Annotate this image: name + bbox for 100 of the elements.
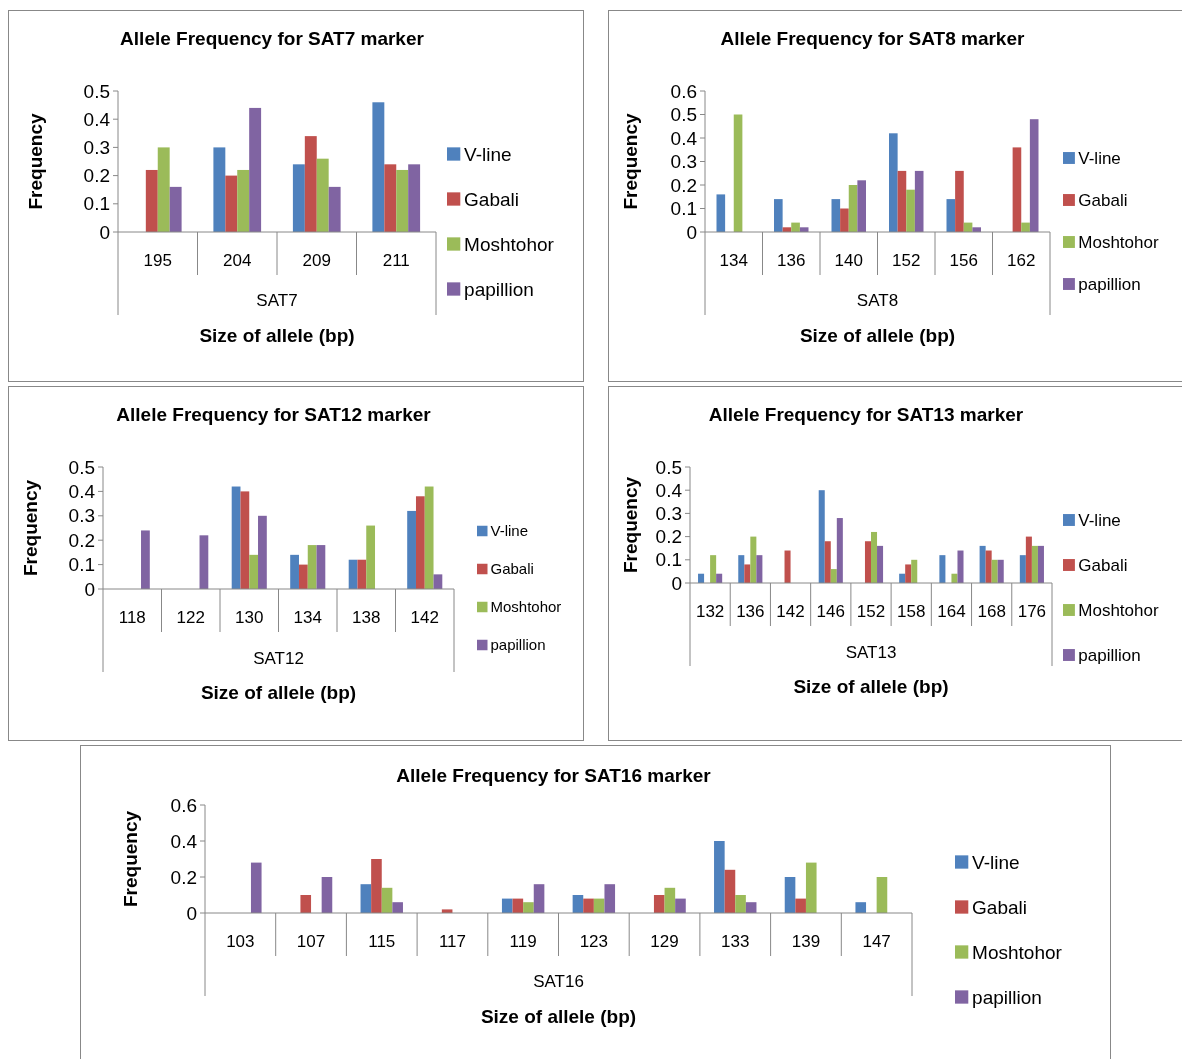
legend-label: Moshtohor — [490, 598, 562, 616]
y-tick-label: 0.2 — [83, 165, 110, 187]
x-tick-label: 138 — [352, 607, 381, 627]
bar — [857, 180, 866, 232]
legend-label: papillion — [490, 636, 546, 654]
x-tick-label: 133 — [721, 931, 750, 951]
bar — [735, 895, 746, 913]
bar — [304, 136, 317, 232]
bar — [756, 555, 763, 583]
legend-label: Gabali — [464, 188, 520, 210]
legend-label: Moshtohor — [972, 941, 1063, 963]
bar — [805, 862, 817, 913]
bar — [249, 554, 259, 589]
bar — [240, 491, 250, 589]
y-tick-label: 0.2 — [170, 866, 197, 888]
bar — [824, 541, 831, 583]
bar — [710, 555, 717, 583]
bar — [914, 170, 924, 232]
bar — [145, 169, 158, 232]
y-tick-label: 0.4 — [170, 830, 198, 852]
x-axis-title: Size of allele (bp) — [793, 675, 949, 697]
bar — [157, 147, 170, 232]
bar — [876, 877, 888, 913]
chart-title: Allele Frequency for SAT16 marker — [396, 765, 712, 786]
x-tick-label: 119 — [509, 931, 537, 951]
legend-label: Gabali — [972, 896, 1028, 918]
y-tick-label: 0.3 — [83, 137, 110, 159]
bar — [424, 486, 434, 589]
y-tick-label: 0.5 — [670, 104, 697, 126]
bar — [724, 869, 736, 913]
y-tick-label: 0 — [84, 578, 95, 600]
bar — [716, 194, 726, 232]
bar — [818, 490, 825, 583]
bar — [733, 114, 743, 232]
bar — [290, 554, 299, 589]
y-tick-label: 0.1 — [655, 549, 682, 571]
bar — [906, 189, 915, 232]
bar — [307, 545, 317, 589]
x-tick-label: 168 — [977, 601, 1006, 621]
legend-label: papillion — [1078, 274, 1141, 294]
x-tick-label: 123 — [579, 931, 609, 951]
y-axis-title: Frequency — [24, 113, 46, 210]
chart-title: Allele Frequency for SAT12 marker — [116, 404, 432, 425]
bar — [957, 550, 964, 583]
bar — [871, 531, 878, 583]
bar — [250, 862, 262, 913]
legend-label: Moshtohor — [1078, 232, 1159, 252]
text: SAT8 — [856, 290, 899, 310]
bar — [653, 895, 665, 913]
bar — [738, 555, 745, 583]
legend-label: papillion — [972, 986, 1042, 1008]
bar — [1037, 545, 1044, 583]
x-tick-label: 136 — [736, 601, 765, 621]
bar — [237, 169, 250, 232]
x-axis-title: Size of allele (bp) — [480, 1005, 637, 1027]
bar — [877, 545, 884, 583]
chart-title: Allele Frequency for SAT13 marker — [708, 404, 1024, 425]
y-tick-label: 0.5 — [655, 456, 682, 478]
bar — [784, 550, 791, 583]
legend-label: Gabali — [1078, 190, 1128, 210]
bar — [855, 902, 867, 913]
y-axis-title: Frequency — [19, 479, 41, 577]
x-tick-label: 103 — [226, 931, 255, 951]
legend-label: V-line — [972, 851, 1020, 873]
bar — [991, 559, 998, 583]
bar — [141, 530, 150, 589]
legend-label: papillion — [1078, 645, 1141, 665]
y-tick-label: 0.4 — [670, 127, 698, 149]
bar — [979, 545, 986, 583]
y-tick-label: 0 — [671, 572, 682, 594]
bar — [911, 559, 918, 583]
bar — [939, 555, 946, 583]
legend-label: Moshtohor — [464, 233, 555, 255]
bar — [408, 164, 421, 232]
y-tick-label: 0.1 — [670, 198, 697, 220]
y-tick-label: 0.4 — [83, 108, 111, 130]
bar — [292, 164, 305, 232]
x-tick-label: 147 — [862, 931, 891, 951]
x-tick-label: 139 — [791, 931, 821, 951]
y-axis-title: Frequency — [619, 113, 641, 210]
bar — [366, 525, 376, 589]
bar — [258, 515, 267, 589]
bar — [583, 898, 594, 913]
x-tick-label: 211 — [382, 250, 410, 270]
legend-label: Moshtohor — [1078, 600, 1159, 620]
x-tick-label: 134 — [719, 250, 748, 270]
bar — [985, 550, 992, 583]
y-tick-label: 0 — [186, 902, 197, 924]
chart-title: Allele Frequency for SAT7 marker — [120, 28, 425, 49]
x-axis-title: Size of allele (bp) — [199, 324, 355, 346]
x-tick-label: 130 — [235, 607, 264, 627]
bar — [199, 535, 209, 589]
x-tick-label: 140 — [834, 250, 863, 270]
y-tick-label: 0.2 — [655, 526, 682, 548]
x-tick-label: 117 — [438, 931, 466, 951]
text: SAT13 — [845, 642, 897, 662]
chart-title: Allele Frequency for SAT8 marker — [720, 28, 1025, 49]
bar — [840, 208, 849, 232]
bar — [750, 536, 757, 583]
text: SAT12 — [253, 648, 304, 668]
